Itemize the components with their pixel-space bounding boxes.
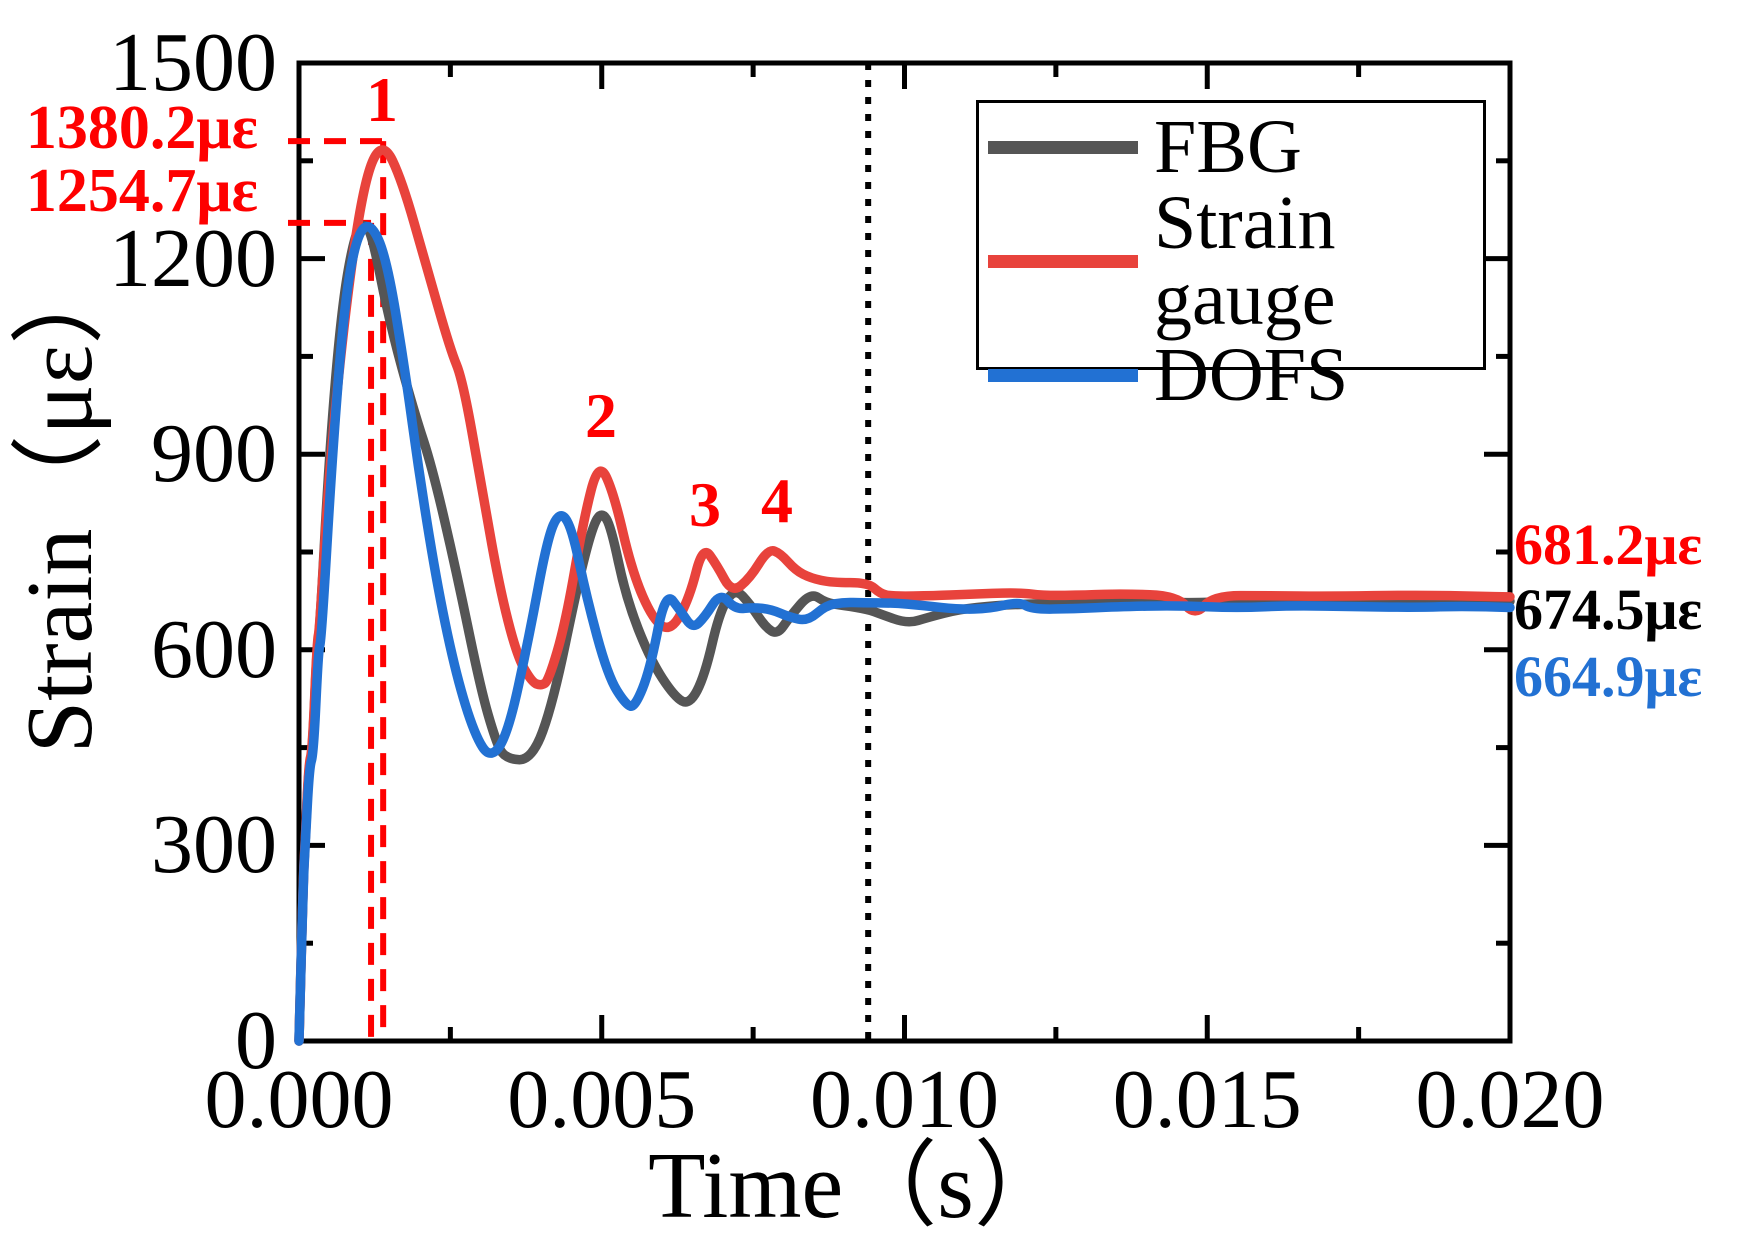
peak-value-label-fbg-dofs: 1254.7με xyxy=(25,157,258,225)
y-tick-label: 1500 xyxy=(109,16,277,109)
y-tick-label: 300 xyxy=(151,798,277,892)
legend-box: FBG Strain gauge DOFS xyxy=(976,100,1486,413)
y-axis-title: Strain（με） xyxy=(8,250,112,754)
settle-value-gauge: 681.2με xyxy=(1514,512,1703,577)
x-tick-label: 0.020 xyxy=(1415,1053,1605,1146)
series-line-dofs xyxy=(294,221,1515,1046)
legend-label-strain-gauge: Strain gauge xyxy=(1154,181,1336,341)
x-tick-label: 0.010 xyxy=(810,1053,999,1146)
x-tick-label: 0.000 xyxy=(204,1053,394,1146)
y-tick-label: 900 xyxy=(151,407,277,501)
settle-value-dofs: 664.9με xyxy=(1514,644,1703,709)
legend-item-fbg: FBG xyxy=(979,109,1483,185)
legend-line-fbg xyxy=(988,140,1138,154)
peak-label-3: 3 xyxy=(689,469,721,540)
legend-item-dofs: DOFS xyxy=(979,337,1483,413)
x-tick-label: 0.005 xyxy=(507,1053,697,1146)
x-axis-title: Time（s） xyxy=(648,1134,1068,1238)
legend-line-strain-gauge xyxy=(988,254,1138,268)
x-tick-label: 0.015 xyxy=(1112,1053,1302,1146)
legend-label-fbg: FBG xyxy=(1154,105,1302,189)
legend-line-dofs xyxy=(988,368,1138,382)
y-tick-label: 1200 xyxy=(109,211,277,305)
settle-value-fbg: 674.5με xyxy=(1514,577,1703,642)
y-tick-label: 0 xyxy=(235,994,277,1087)
legend-item-strain-gauge: Strain gauge xyxy=(979,185,1483,337)
peak-label-1: 1 xyxy=(366,64,398,135)
legend-label-dofs: DOFS xyxy=(1154,333,1349,417)
peak-label-4: 4 xyxy=(761,465,793,536)
y-tick-label: 600 xyxy=(151,602,277,696)
peak-value-label-gauge: 1380.2με xyxy=(25,94,258,162)
peak-label-2: 2 xyxy=(585,380,617,451)
